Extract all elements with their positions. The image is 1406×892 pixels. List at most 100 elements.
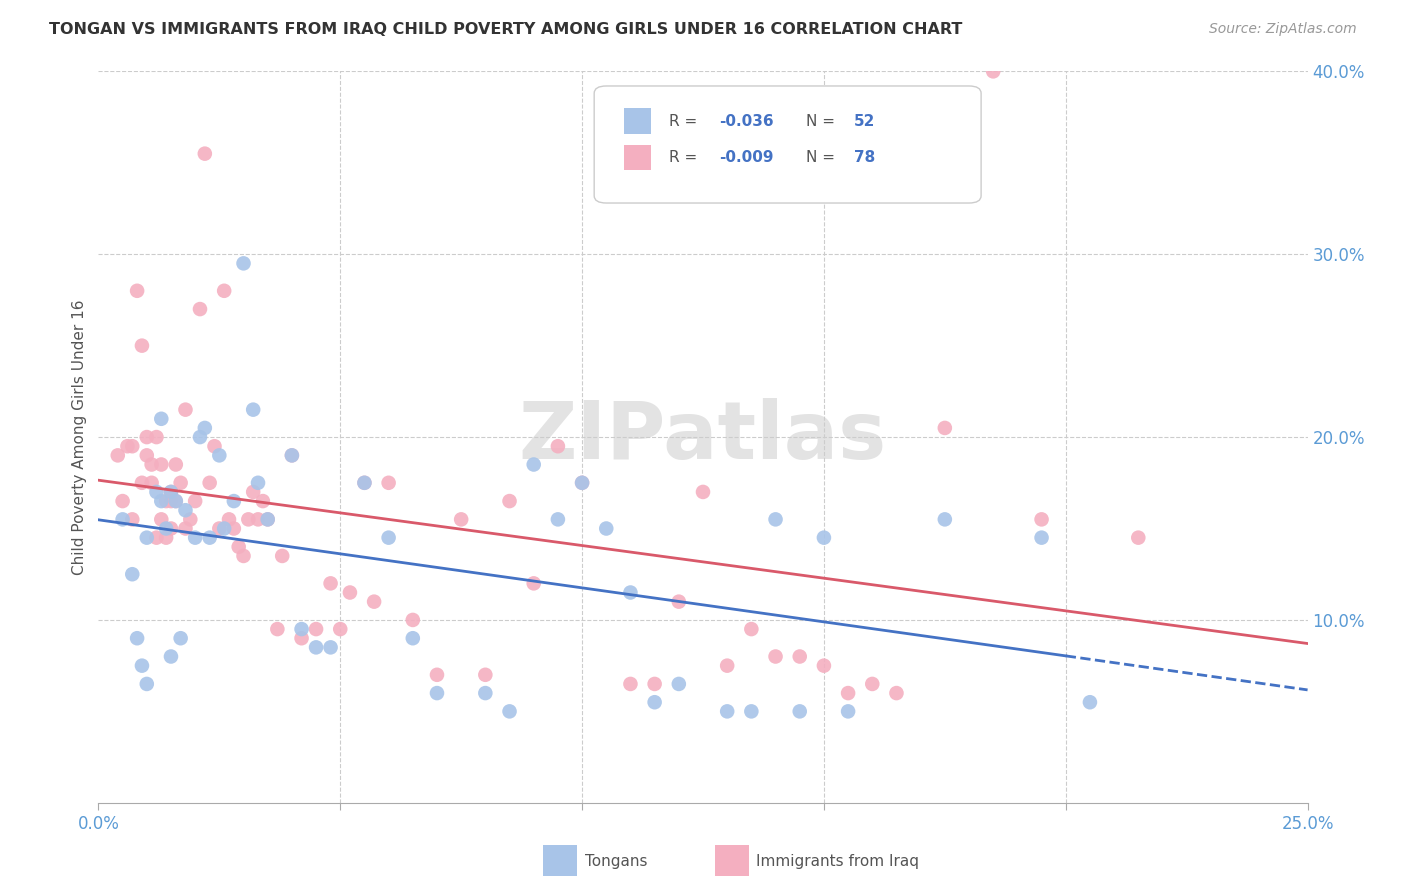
Point <box>329 622 352 636</box>
Point <box>813 658 835 673</box>
Point <box>131 658 153 673</box>
Point <box>131 475 153 490</box>
Point <box>169 632 191 646</box>
Point <box>155 531 177 545</box>
Point <box>165 494 187 508</box>
Point <box>740 705 762 719</box>
Text: N =: N = <box>806 113 839 128</box>
Point <box>160 649 183 664</box>
Point <box>135 448 157 462</box>
Point <box>837 686 859 700</box>
Point <box>111 494 134 508</box>
Point <box>290 622 312 636</box>
Point <box>150 458 173 472</box>
Point <box>141 475 163 490</box>
Point <box>155 521 177 535</box>
Point <box>174 402 197 417</box>
Point <box>127 632 149 646</box>
Point <box>194 146 217 161</box>
Point <box>222 494 245 508</box>
Point <box>339 585 361 599</box>
Point <box>523 458 546 472</box>
Bar <box>543 846 578 876</box>
Point <box>290 632 312 646</box>
Bar <box>624 108 651 134</box>
Point <box>145 430 167 444</box>
Point <box>1078 695 1101 709</box>
Point <box>571 475 593 490</box>
Point <box>145 531 167 545</box>
Point <box>222 521 245 535</box>
Point <box>644 695 666 709</box>
Point <box>934 512 956 526</box>
Point <box>523 576 546 591</box>
Point <box>212 521 235 535</box>
Point <box>194 421 217 435</box>
Point <box>498 705 520 719</box>
Point <box>716 705 738 719</box>
Point <box>188 430 211 444</box>
Text: Immigrants from Iraq: Immigrants from Iraq <box>756 854 920 869</box>
Point <box>232 256 254 270</box>
Point <box>319 640 342 655</box>
Point <box>238 512 260 526</box>
Point <box>789 705 811 719</box>
Point <box>198 531 221 545</box>
Point <box>1031 512 1053 526</box>
Point <box>174 521 197 535</box>
Point <box>256 512 278 526</box>
Bar <box>716 846 749 876</box>
Point <box>319 576 342 591</box>
Point <box>305 622 328 636</box>
Point <box>212 284 235 298</box>
Point <box>208 448 231 462</box>
Point <box>716 658 738 673</box>
Point <box>184 494 207 508</box>
Point <box>179 512 201 526</box>
Point <box>619 677 641 691</box>
Point <box>740 622 762 636</box>
Point <box>252 494 274 508</box>
Point <box>135 677 157 691</box>
Point <box>232 549 254 563</box>
Point <box>474 686 496 700</box>
Point <box>188 301 211 317</box>
Point <box>837 705 859 719</box>
Point <box>450 512 472 526</box>
Point <box>165 458 187 472</box>
Point <box>692 485 714 500</box>
Point <box>981 64 1004 78</box>
Point <box>160 521 183 535</box>
Point <box>547 439 569 453</box>
Y-axis label: Child Poverty Among Girls Under 16: Child Poverty Among Girls Under 16 <box>72 300 87 574</box>
Point <box>155 494 177 508</box>
Point <box>242 402 264 417</box>
Point <box>765 649 787 664</box>
Point <box>204 439 226 453</box>
Point <box>353 475 375 490</box>
Text: Tongans: Tongans <box>585 854 647 869</box>
Point <box>165 494 187 508</box>
Point <box>860 677 883 691</box>
Text: N =: N = <box>806 150 839 165</box>
Point <box>256 512 278 526</box>
Point <box>174 503 197 517</box>
Point <box>145 485 167 500</box>
Point <box>402 613 425 627</box>
Text: 52: 52 <box>855 113 876 128</box>
Point <box>184 531 207 545</box>
Point <box>363 594 385 608</box>
Point <box>150 494 173 508</box>
Point <box>281 448 304 462</box>
Point <box>208 521 231 535</box>
Point <box>218 512 240 526</box>
Point <box>547 512 569 526</box>
Point <box>247 475 270 490</box>
Point <box>571 475 593 490</box>
Point <box>668 677 690 691</box>
Text: ZIPatlas: ZIPatlas <box>519 398 887 476</box>
Point <box>886 686 908 700</box>
Bar <box>624 145 651 170</box>
Point <box>160 494 183 508</box>
Point <box>305 640 328 655</box>
